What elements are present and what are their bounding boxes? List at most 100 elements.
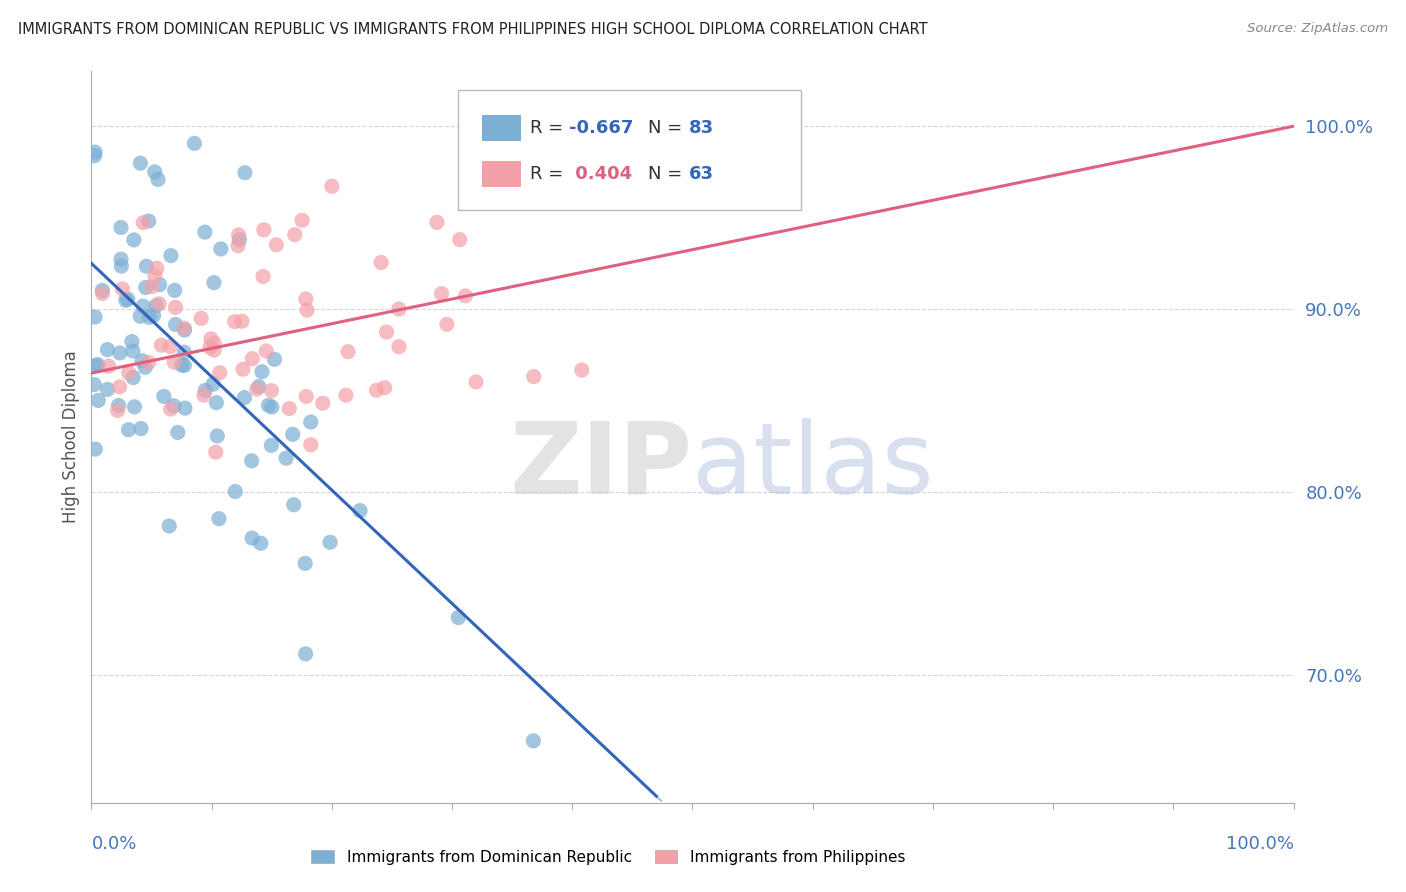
Point <box>149 277 172 292</box>
Point <box>122 370 145 384</box>
Text: IMMIGRANTS FROM DOMINICAN REPUBLIC VS IMMIGRANTS FROM PHILIPPINES HIGH SCHOOL DI: IMMIGRANTS FROM DOMINICAN REPUBLIC VS IM… <box>18 22 928 37</box>
Point <box>110 259 132 273</box>
Point <box>163 355 186 369</box>
Point <box>96 383 118 397</box>
Point <box>115 293 138 308</box>
Point <box>91 286 114 301</box>
Point <box>205 395 228 409</box>
Point <box>208 512 231 526</box>
Point <box>447 610 470 624</box>
Point <box>173 321 195 335</box>
Point <box>370 255 392 269</box>
Point <box>253 223 276 237</box>
Point <box>240 351 263 366</box>
Point <box>202 276 225 290</box>
Text: 0.404: 0.404 <box>568 165 631 183</box>
Point <box>299 438 322 452</box>
Point <box>240 454 263 468</box>
Point <box>226 239 249 253</box>
Text: N =: N = <box>648 119 688 136</box>
Point <box>159 402 181 417</box>
Text: Source: ZipAtlas.com: Source: ZipAtlas.com <box>1247 22 1388 36</box>
Point <box>319 535 342 549</box>
Point <box>198 340 221 354</box>
Point <box>110 252 132 267</box>
Point <box>366 384 388 398</box>
Point <box>143 165 166 179</box>
Point <box>84 442 107 457</box>
Point <box>388 301 411 316</box>
Point <box>108 346 131 360</box>
Point <box>117 292 139 306</box>
Text: 83: 83 <box>689 119 714 136</box>
Text: ZIP: ZIP <box>509 417 692 515</box>
Point <box>83 148 105 162</box>
Point <box>118 366 141 380</box>
Point <box>173 359 195 373</box>
Point <box>283 498 305 512</box>
Point <box>295 292 318 306</box>
Point <box>160 249 183 263</box>
Point <box>454 289 477 303</box>
Point <box>117 423 139 437</box>
Point <box>107 403 129 417</box>
Point <box>84 359 107 373</box>
Point <box>132 216 155 230</box>
Point <box>157 519 180 533</box>
Point <box>349 503 371 517</box>
Point <box>146 172 169 186</box>
Point <box>84 310 107 324</box>
Point <box>375 325 398 339</box>
FancyBboxPatch shape <box>482 161 520 187</box>
Point <box>138 355 160 369</box>
Point <box>163 399 186 413</box>
Point <box>129 310 152 324</box>
Point <box>190 311 212 326</box>
Text: R =: R = <box>530 119 569 136</box>
Point <box>233 391 256 405</box>
Text: N =: N = <box>648 165 688 183</box>
Point <box>246 382 269 396</box>
Point <box>295 303 318 318</box>
Point <box>107 399 129 413</box>
Point <box>174 401 197 416</box>
Point <box>523 369 546 384</box>
Point <box>200 332 222 346</box>
Legend: Immigrants from Dominican Republic, Immigrants from Philippines: Immigrants from Dominican Republic, Immi… <box>311 849 905 864</box>
Point <box>165 301 187 315</box>
Point <box>96 343 118 357</box>
Point <box>312 396 335 410</box>
Point <box>150 338 173 352</box>
Point <box>170 358 193 372</box>
Point <box>83 377 105 392</box>
Point <box>138 214 160 228</box>
Point <box>240 531 263 545</box>
Point <box>110 220 132 235</box>
Text: -0.667: -0.667 <box>568 119 633 136</box>
Point <box>134 360 156 375</box>
Point <box>194 225 217 239</box>
Y-axis label: High School Diploma: High School Diploma <box>62 351 80 524</box>
Point <box>274 451 297 466</box>
Point <box>294 557 316 571</box>
Point <box>209 242 232 256</box>
Point <box>183 136 205 151</box>
Point <box>145 298 167 312</box>
Point <box>208 366 231 380</box>
Point <box>228 227 250 242</box>
Point <box>247 379 270 393</box>
Text: 63: 63 <box>689 165 714 183</box>
Point <box>111 282 134 296</box>
Point <box>108 380 131 394</box>
Point <box>465 375 488 389</box>
Point <box>335 388 357 402</box>
Point <box>281 427 304 442</box>
Point <box>299 415 322 429</box>
Point <box>142 309 165 323</box>
Point <box>173 323 195 337</box>
Point <box>231 314 253 328</box>
Point <box>194 384 217 398</box>
Point <box>571 363 593 377</box>
Point <box>252 269 274 284</box>
Point <box>228 233 250 247</box>
